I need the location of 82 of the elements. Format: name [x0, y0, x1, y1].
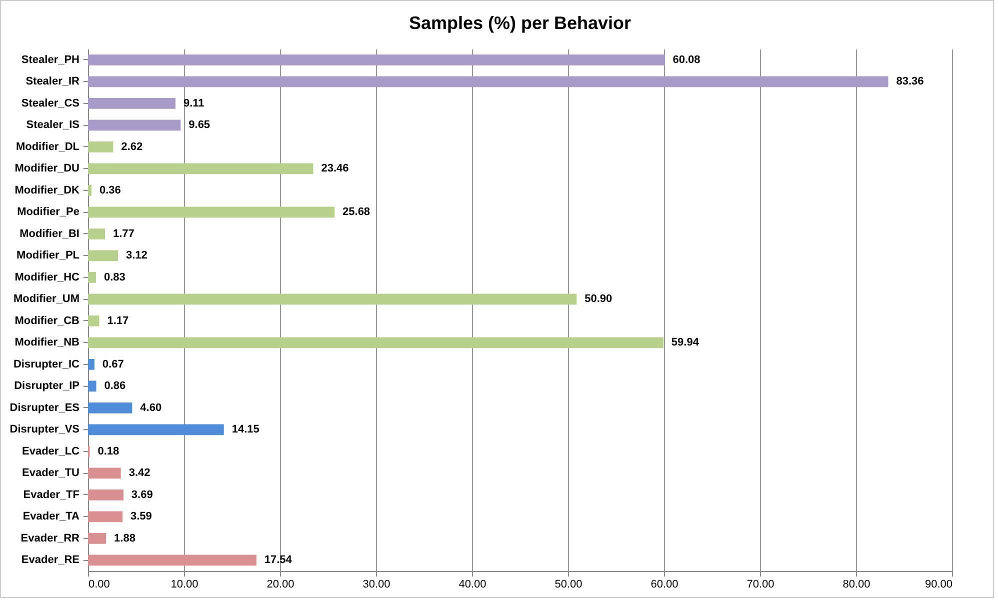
data-label: 9.65: [188, 119, 210, 132]
data-label: 17.54: [264, 554, 293, 566]
bar: [88, 206, 335, 218]
y-tick-label: Stealer_CS: [21, 97, 80, 110]
data-label: 14.15: [232, 424, 260, 436]
data-label: 0.67: [102, 358, 124, 370]
data-label: 1.88: [114, 532, 136, 544]
y-tick-label: Stealer_IR: [26, 76, 80, 88]
data-label: 25.68: [342, 206, 370, 218]
bar: [88, 489, 124, 500]
data-label: 50.90: [584, 293, 612, 306]
y-tick-label: Evader_RR: [20, 532, 80, 544]
x-tick-label: 60.00: [650, 578, 678, 590]
data-label: 3.69: [131, 488, 153, 501]
bar: [88, 163, 314, 174]
bar: [88, 141, 114, 152]
bar: [88, 358, 94, 370]
bar: [88, 76, 888, 88]
bar: [88, 380, 96, 392]
y-tick-label: Modifier_PL: [16, 250, 80, 262]
bar: [88, 98, 176, 109]
data-label: 23.46: [321, 162, 349, 175]
y-tick-label: Modifier_UM: [14, 293, 80, 306]
y-tick-label: Evader_TU: [22, 467, 80, 480]
bar: [88, 402, 132, 414]
y-tick-label: Modifier_CB: [14, 314, 80, 327]
x-tick-label: 20.00: [266, 578, 294, 590]
y-tick-label: Stealer_PH: [21, 54, 80, 66]
bar: [88, 250, 118, 262]
y-tick-label: Disrupter_VS: [10, 424, 80, 436]
bar: [88, 315, 100, 326]
y-tick-label: Disrupter_IC: [13, 358, 80, 370]
y-tick-label: Stealer_IS: [26, 119, 80, 132]
y-tick-label: Evader_TA: [22, 510, 80, 523]
y-tick-label: Disrupter_IP: [14, 380, 80, 392]
bar: [88, 511, 122, 522]
chart-title: Samples (%) per Behavior: [408, 13, 632, 33]
bar: [88, 228, 105, 240]
bar: [88, 468, 121, 479]
data-label: 3.12: [126, 250, 148, 262]
bar: [88, 294, 577, 305]
data-label: 0.18: [98, 445, 120, 458]
data-label: 0.83: [104, 271, 126, 284]
y-tick-label: Disrupter_ES: [10, 402, 80, 414]
y-tick-label: Evader_TF: [23, 488, 80, 501]
bar: [88, 554, 256, 566]
y-tick-label: Modifier_HC: [14, 271, 80, 284]
data-label: 0.36: [99, 184, 121, 196]
bar: [88, 272, 96, 283]
bar: [88, 532, 106, 544]
data-label: 59.94: [671, 336, 700, 349]
x-tick-label: 50.00: [554, 578, 582, 590]
bar: [88, 424, 224, 436]
data-label: 2.62: [121, 140, 143, 153]
data-label: 9.11: [183, 97, 204, 110]
y-tick-label: Evader_RE: [21, 554, 80, 566]
data-label: 3.42: [128, 467, 150, 480]
y-tick-label: Evader_LC: [22, 445, 80, 458]
bar: [88, 54, 665, 66]
x-tick-label: 80.00: [842, 578, 870, 590]
data-label: 3.59: [130, 510, 152, 523]
data-label: 60.08: [672, 54, 700, 66]
x-tick-label: 10.00: [170, 578, 198, 590]
bar: [88, 120, 181, 131]
x-tick-label: 70.00: [746, 578, 774, 590]
y-tick-label: Modifier_DK: [14, 184, 80, 196]
bar: [88, 184, 92, 196]
data-label: 1.77: [112, 228, 134, 240]
x-tick-label: 40.00: [458, 578, 486, 590]
data-label: 0.86: [104, 380, 126, 392]
data-label: 1.17: [107, 314, 129, 327]
y-tick-label: Modifier_DU: [14, 162, 80, 175]
data-label: 4.60: [140, 402, 162, 414]
y-tick-label: Modifier_Pe: [17, 206, 80, 218]
x-tick-label: 0.00: [88, 578, 110, 590]
y-tick-label: Modifier_BI: [20, 228, 80, 240]
x-tick-label: 30.00: [362, 578, 390, 590]
y-tick-label: Modifier_NB: [14, 336, 80, 349]
y-tick-label: Modifier_DL: [16, 140, 80, 153]
bar: [88, 337, 664, 348]
x-tick-label: 90.00: [924, 578, 952, 590]
data-label: 83.36: [896, 76, 924, 88]
